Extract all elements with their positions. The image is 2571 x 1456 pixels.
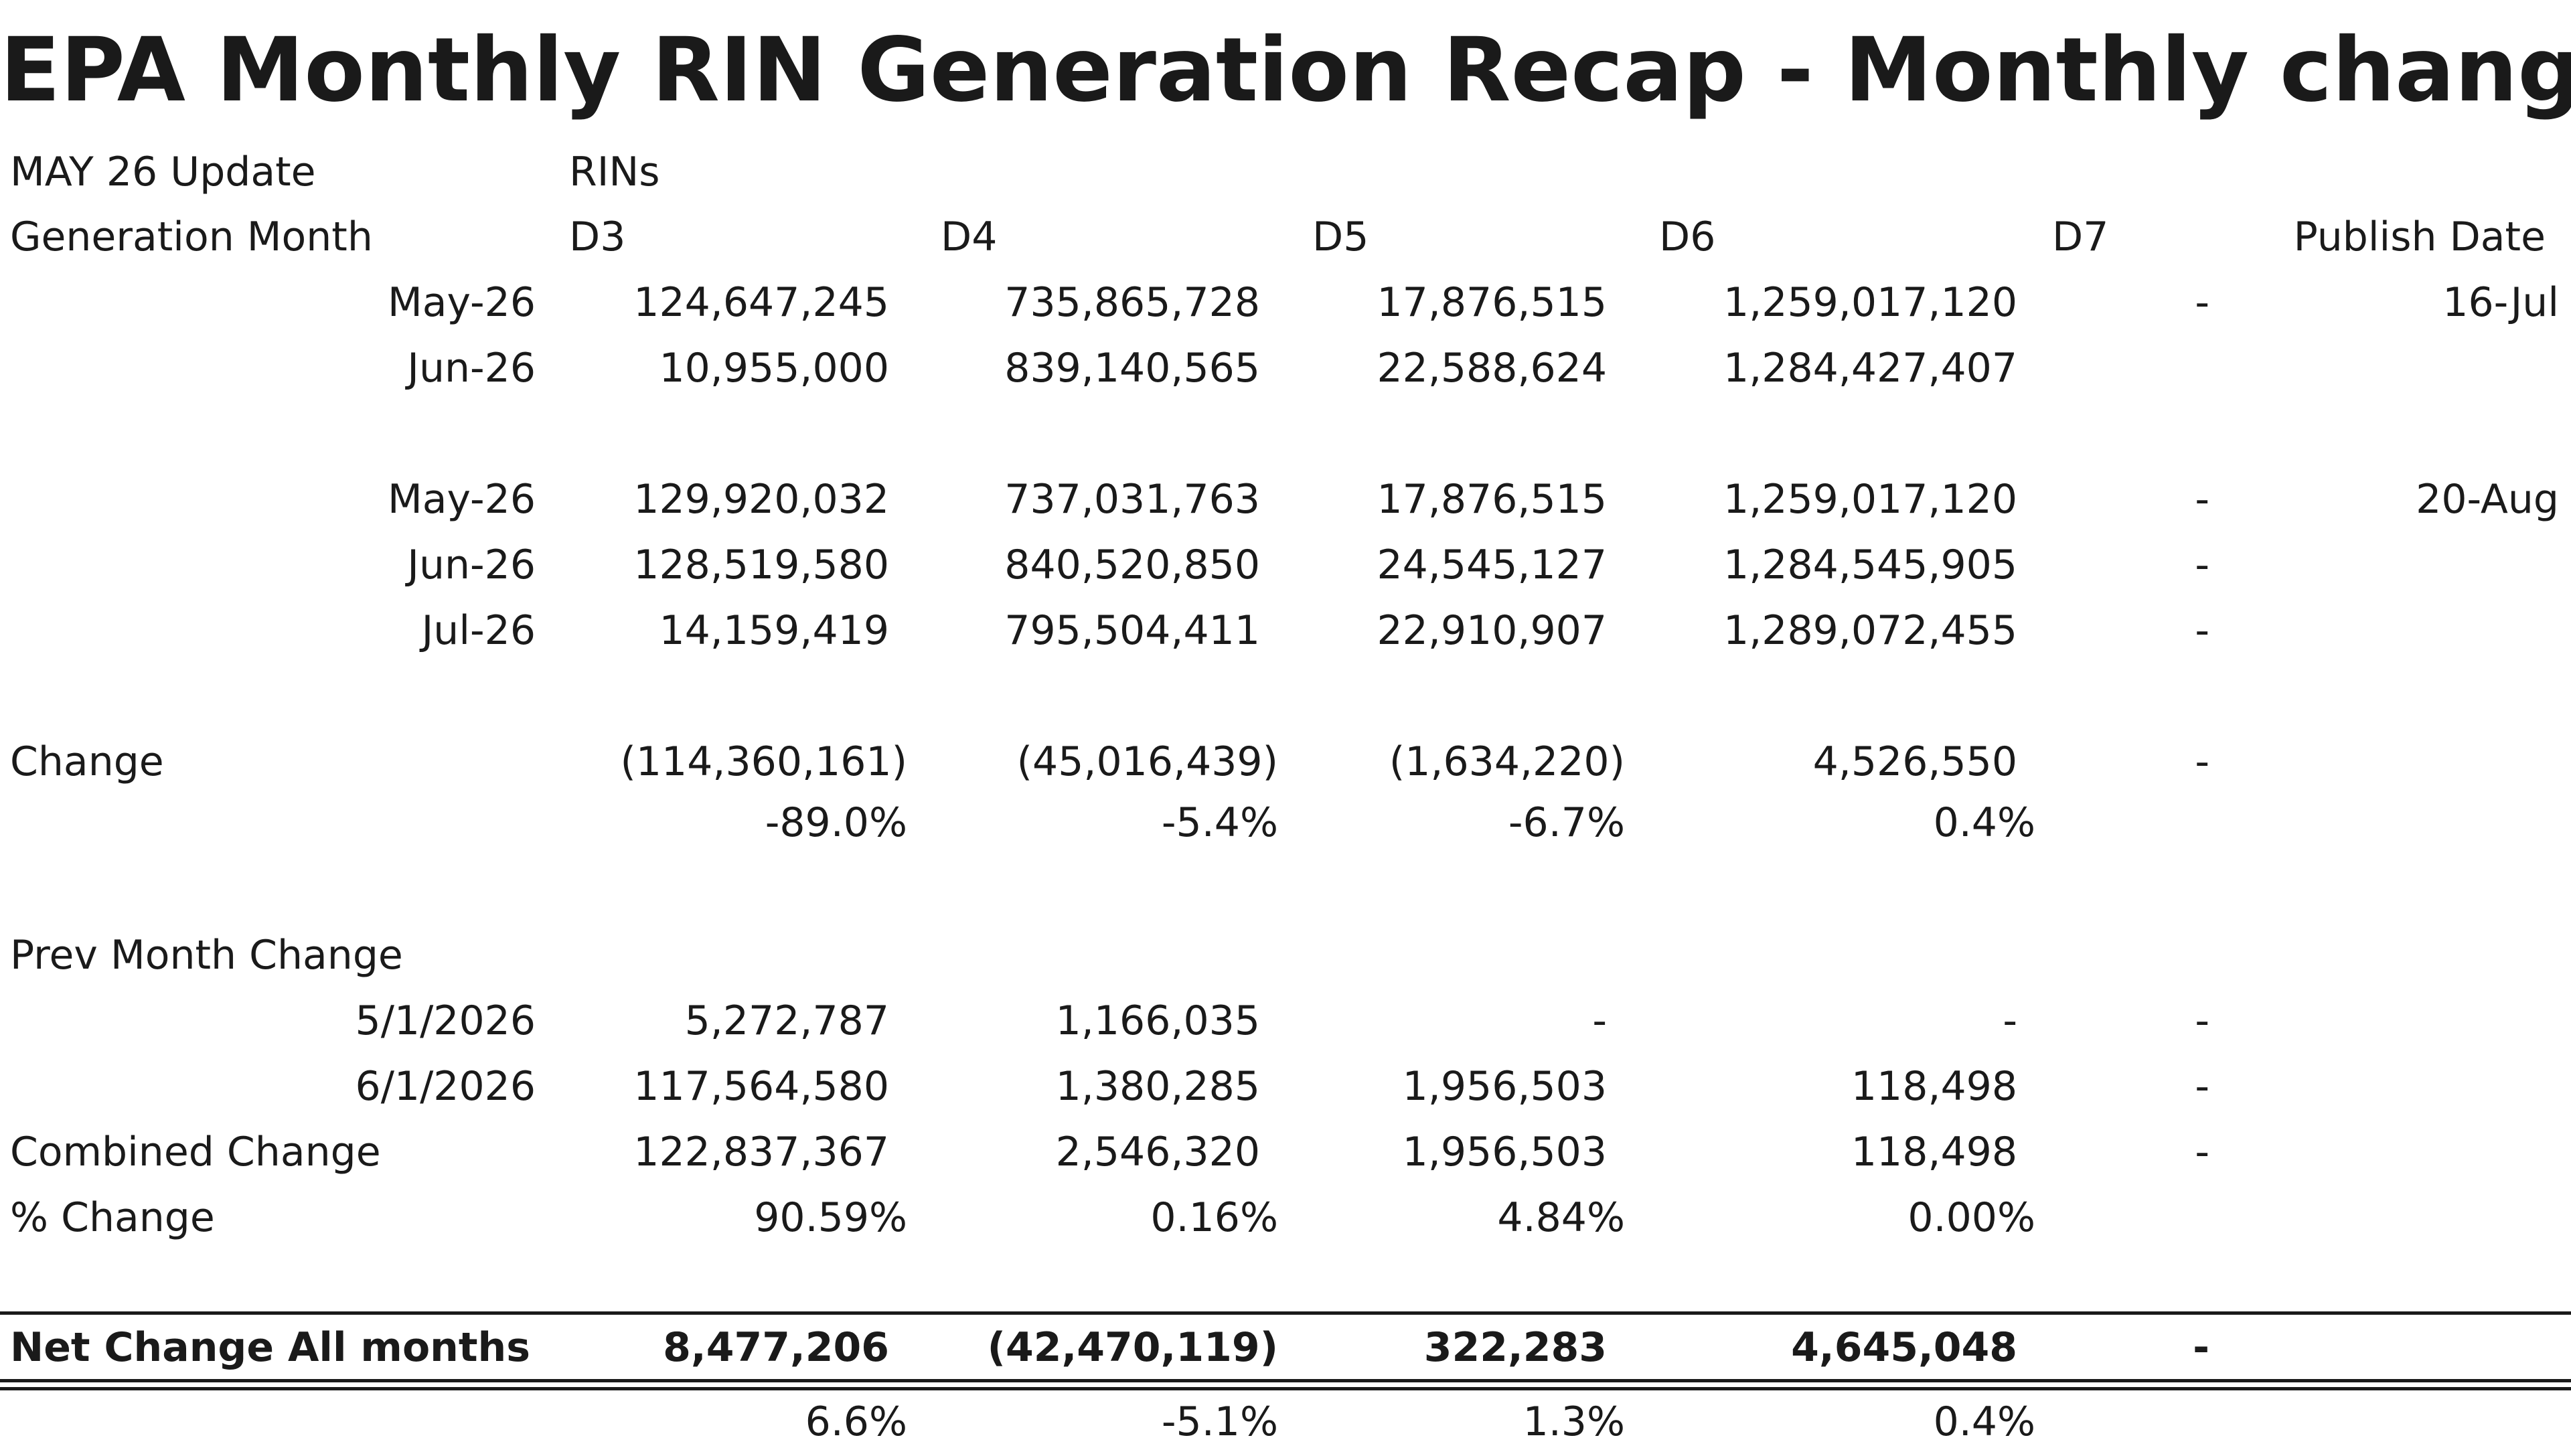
column-header-d4: D4 <box>941 214 998 260</box>
net-change-pct-d6: 0.4% <box>1933 1398 2035 1445</box>
change-d4: (45,016,439) <box>1016 738 1278 785</box>
generation-month-header: Generation Month <box>10 214 373 260</box>
net-change-d6: 4,645,048 <box>1791 1324 2017 1371</box>
net-change-d7: - <box>2193 1324 2209 1371</box>
prev-row-d4: 1,380,285 <box>1055 1063 1260 1110</box>
pct-change-d5: 4.84% <box>1497 1194 1625 1241</box>
column-header-d6: D6 <box>1659 214 1716 260</box>
report2-row-d3: 14,159,419 <box>659 607 889 654</box>
change-d7: - <box>2195 738 2209 785</box>
combined-change-d4: 2,546,320 <box>1055 1129 1260 1176</box>
rins-label: RINs <box>569 149 660 195</box>
prev-month-change-label: Prev Month Change <box>10 932 403 979</box>
report2-row-month: Jul-26 <box>421 607 536 654</box>
report1-row-d6: 1,284,427,407 <box>1723 345 2017 392</box>
combined-change-d5: 1,956,503 <box>1402 1129 1607 1176</box>
pct-change-d4: 0.16% <box>1150 1194 1278 1241</box>
report1-row-d4: 839,140,565 <box>1004 345 1260 392</box>
report1-row-d5: 17,876,515 <box>1377 279 1607 326</box>
report1-row-d3: 10,955,000 <box>659 345 889 392</box>
prev-row-d7: - <box>2195 1063 2209 1110</box>
page-title: EPA Monthly RIN Generation Recap - Month… <box>0 19 2571 122</box>
report1-publish-date: 16-Jul <box>2442 279 2559 326</box>
report2-row-d5: 17,876,515 <box>1377 476 1607 523</box>
combined-change-d7: - <box>2195 1129 2209 1176</box>
report2-row-d3: 128,519,580 <box>633 542 889 588</box>
change-d6: 4,526,550 <box>1812 738 2017 785</box>
combined-change-label: Combined Change <box>10 1129 381 1176</box>
report2-row-d5: 24,545,127 <box>1377 542 1607 588</box>
net-change-double-border-top <box>0 1379 2571 1382</box>
net-change-label: Net Change All months <box>10 1324 530 1371</box>
net-change-double-border-bottom <box>0 1387 2571 1390</box>
net-change-d3: 8,477,206 <box>663 1324 889 1371</box>
net-change-d4: (42,470,119) <box>987 1324 1278 1371</box>
report2-row-d6: 1,289,072,455 <box>1723 607 2017 654</box>
report2-row-month: Jun-26 <box>407 542 536 588</box>
net-change-d5: 322,283 <box>1423 1324 1607 1371</box>
column-header-d3: D3 <box>569 214 626 260</box>
change-pct-d6: 0.4% <box>1933 799 2035 846</box>
prev-row-date: 5/1/2026 <box>355 997 536 1044</box>
combined-change-d6: 118,498 <box>1851 1129 2017 1176</box>
pct-change-label: % Change <box>10 1194 215 1241</box>
column-header-d7: D7 <box>2052 214 2109 260</box>
report2-row-d3: 129,920,032 <box>633 476 889 523</box>
report2-row-d7: - <box>2195 542 2209 588</box>
prev-row-d7: - <box>2195 997 2209 1044</box>
report2-row-d5: 22,910,907 <box>1377 607 1607 654</box>
report1-row-month: Jun-26 <box>407 345 536 392</box>
net-change-top-border <box>0 1311 2571 1315</box>
pct-change-d3: 90.59% <box>754 1194 907 1241</box>
change-d5: (1,634,220) <box>1389 738 1625 785</box>
net-change-pct-d5: 1.3% <box>1523 1398 1625 1445</box>
change-d3: (114,360,161) <box>620 738 907 785</box>
prev-row-d5: 1,956,503 <box>1402 1063 1607 1110</box>
change-pct-d3: -89.0% <box>765 799 907 846</box>
report1-row-d5: 22,588,624 <box>1377 345 1607 392</box>
report1-row-d3: 124,647,245 <box>633 279 889 326</box>
prev-row-d5: - <box>1592 997 1607 1044</box>
change-pct-d5: -6.7% <box>1508 799 1625 846</box>
report2-row-d6: 1,259,017,120 <box>1723 476 2017 523</box>
prev-row-d3: 117,564,580 <box>633 1063 889 1110</box>
prev-row-d6: 118,498 <box>1851 1063 2017 1110</box>
net-change-pct-d3: 6.6% <box>805 1398 907 1445</box>
report2-row-d7: - <box>2195 607 2209 654</box>
net-change-pct-d4: -5.1% <box>1161 1398 1278 1445</box>
report2-row-d4: 795,504,411 <box>1004 607 1260 654</box>
prev-row-d6: - <box>2003 997 2017 1044</box>
report2-row-d4: 737,031,763 <box>1004 476 1260 523</box>
report2-row-month: May-26 <box>388 476 536 523</box>
publish-date-header: Publish Date <box>2293 214 2546 260</box>
report1-row-d7: - <box>2195 279 2209 326</box>
prev-row-d3: 5,272,787 <box>684 997 889 1044</box>
pct-change-d6: 0.00% <box>1907 1194 2035 1241</box>
change-label: Change <box>10 738 164 785</box>
report1-row-month: May-26 <box>388 279 536 326</box>
report1-row-d6: 1,259,017,120 <box>1723 279 2017 326</box>
report2-row-d4: 840,520,850 <box>1004 542 1260 588</box>
report2-row-d7: - <box>2195 476 2209 523</box>
report2-row-d6: 1,284,545,905 <box>1723 542 2017 588</box>
column-header-d5: D5 <box>1312 214 1369 260</box>
prev-row-date: 6/1/2026 <box>355 1063 536 1110</box>
report1-row-d4: 735,865,728 <box>1004 279 1260 326</box>
change-pct-d4: -5.4% <box>1161 799 1278 846</box>
combined-change-d3: 122,837,367 <box>633 1129 889 1176</box>
prev-row-d4: 1,166,035 <box>1055 997 1260 1044</box>
report2-publish-date: 20-Aug <box>2416 476 2559 523</box>
update-label: MAY 26 Update <box>10 149 316 195</box>
